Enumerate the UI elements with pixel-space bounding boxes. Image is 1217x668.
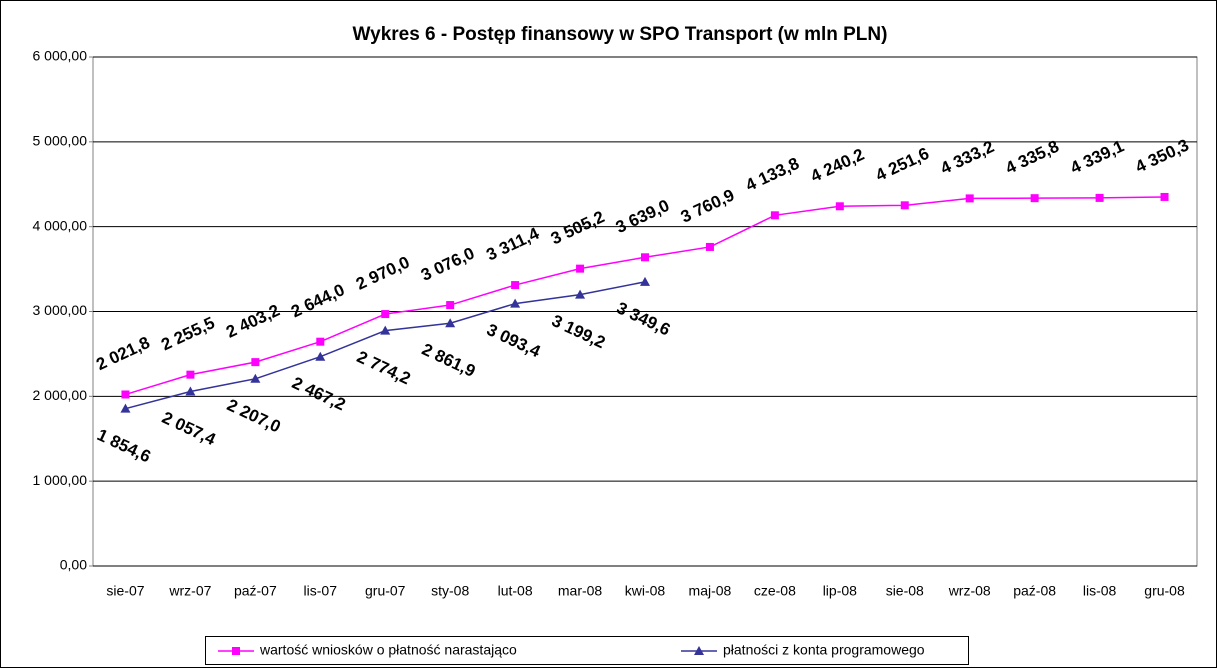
marker — [251, 358, 260, 367]
marker — [250, 373, 261, 383]
chart-title: Wykres 6 - Postęp finansowy w SPO Transp… — [353, 24, 888, 45]
legend-marker — [232, 647, 240, 655]
legend — [205, 636, 969, 665]
marker — [315, 351, 326, 361]
y-tick-label: 6 000,00 — [33, 48, 88, 64]
marker — [640, 276, 650, 286]
marker — [575, 289, 586, 299]
marker — [900, 201, 909, 210]
marker — [510, 298, 521, 308]
x-tick-label: lip-08 — [823, 583, 857, 599]
x-tick-label: wrz-08 — [948, 583, 991, 599]
marker — [965, 194, 974, 203]
x-tick-label: paź-07 — [234, 583, 277, 599]
marker — [121, 390, 130, 399]
legend-marker — [694, 646, 704, 655]
x-tick-label: sie-07 — [106, 583, 144, 599]
x-tick-label: paź-08 — [1013, 583, 1056, 599]
x-tick-label: sty-08 — [431, 583, 469, 599]
legend-label: płatności z konta programowego — [723, 642, 925, 658]
x-tick-label: maj-08 — [689, 583, 732, 599]
x-tick-label: gru-07 — [365, 583, 406, 599]
marker — [511, 281, 520, 290]
x-tick-label: lis-08 — [1083, 583, 1117, 599]
marker — [446, 301, 455, 310]
x-tick-label: wrz-07 — [168, 583, 211, 599]
y-tick-label: 0,00 — [60, 557, 87, 573]
marker — [186, 370, 195, 379]
y-tick-label: 3 000,00 — [33, 302, 88, 318]
x-tick-label: sie-08 — [886, 583, 924, 599]
x-tick-label: lis-07 — [304, 583, 338, 599]
marker — [316, 337, 325, 346]
marker — [835, 202, 844, 211]
y-tick-label: 5 000,00 — [33, 133, 88, 149]
x-tick-label: gru-08 — [1144, 583, 1185, 599]
x-tick-label: lut-08 — [498, 583, 533, 599]
marker — [1095, 193, 1104, 202]
marker — [641, 253, 649, 262]
marker — [185, 386, 196, 396]
marker — [381, 310, 390, 319]
marker — [1160, 192, 1169, 201]
y-tick-label: 1 000,00 — [33, 472, 88, 488]
marker — [576, 264, 585, 273]
x-tick-label: mar-08 — [558, 583, 603, 599]
marker — [770, 211, 779, 220]
marker — [120, 403, 131, 413]
marker — [705, 242, 714, 251]
y-tick-label: 2 000,00 — [33, 387, 88, 403]
x-tick-label: cze-08 — [754, 583, 796, 599]
y-tick-label: 4 000,00 — [33, 217, 88, 233]
x-tick-label: kwi-08 — [625, 583, 666, 599]
marker — [445, 318, 456, 328]
marker — [380, 325, 391, 335]
marker — [1030, 194, 1039, 203]
legend-label: wartość wniosków o płatność narastająco — [259, 642, 517, 658]
